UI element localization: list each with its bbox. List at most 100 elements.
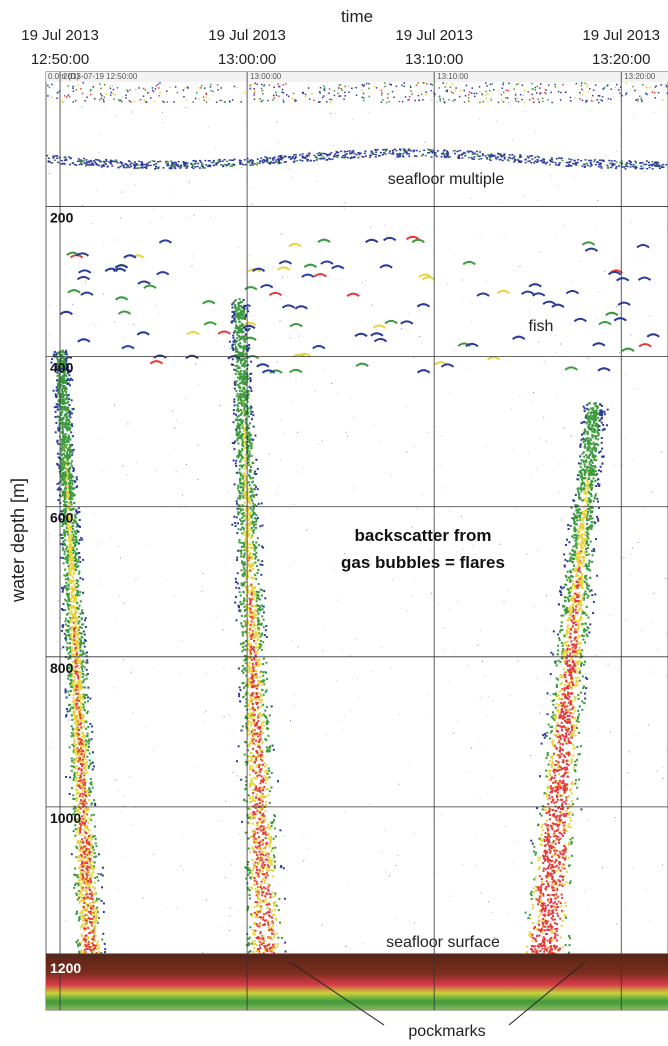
flare-speck xyxy=(256,604,259,607)
flare-speck xyxy=(75,734,78,737)
flare-speck xyxy=(73,712,76,715)
flare-speck xyxy=(62,396,65,399)
flare-speck xyxy=(64,620,67,623)
noise-speck xyxy=(120,217,122,219)
flare-speck xyxy=(262,825,265,828)
flare-speck xyxy=(254,512,256,515)
flare-speck xyxy=(57,499,60,502)
noise-speck xyxy=(462,864,464,866)
surface-noise-speck xyxy=(337,87,340,89)
flare-speck xyxy=(60,465,63,468)
noise-speck xyxy=(564,225,565,227)
noise-speck xyxy=(208,98,210,100)
noise-speck xyxy=(526,918,528,920)
flare-speck xyxy=(60,401,63,404)
flare-speck xyxy=(234,321,237,324)
surface-noise-speck xyxy=(380,89,382,92)
flare-speck xyxy=(81,911,84,914)
noise-speck xyxy=(238,247,240,248)
flare-speck xyxy=(79,626,82,628)
flare-speck xyxy=(241,516,244,519)
flare-speck xyxy=(82,810,85,813)
flare-speck xyxy=(89,897,92,900)
flare-speck xyxy=(249,782,252,785)
flare-speck xyxy=(60,469,63,472)
flare-speck xyxy=(275,932,278,935)
flare-speck xyxy=(93,867,95,870)
noise-speck xyxy=(149,221,151,223)
flare-speck xyxy=(65,519,68,521)
surface-noise-speck xyxy=(47,95,49,97)
noise-speck xyxy=(164,907,166,909)
flare-speck xyxy=(250,816,253,819)
flare-speck xyxy=(255,838,258,841)
surface-noise-speck xyxy=(151,89,154,92)
flare-speck xyxy=(243,406,246,409)
flare-speck xyxy=(80,632,83,635)
flare-speck xyxy=(74,807,77,810)
noise-speck xyxy=(628,764,630,766)
noise-speck xyxy=(215,341,217,343)
flare-speck xyxy=(67,518,70,521)
noise-speck xyxy=(619,352,621,353)
flare-speck xyxy=(70,735,73,738)
flare-speck xyxy=(80,820,83,823)
flare-speck xyxy=(243,543,246,546)
flare-speck xyxy=(71,682,74,685)
flare-speck xyxy=(87,822,90,824)
surface-noise-speck xyxy=(68,95,71,98)
noise-speck xyxy=(470,197,472,199)
noise-speck xyxy=(425,716,427,718)
flare-speck xyxy=(267,919,270,922)
surface-noise-speck xyxy=(585,101,587,103)
flare-speck xyxy=(62,437,65,440)
flare-speck xyxy=(71,813,74,816)
surface-noise-speck xyxy=(159,92,161,94)
flare-speck xyxy=(79,776,82,779)
flare-speck xyxy=(252,529,254,532)
flare-speck xyxy=(61,426,64,429)
flare-speck xyxy=(90,781,93,784)
flare-speck xyxy=(268,790,271,793)
noise-speck xyxy=(512,449,514,451)
flare-speck xyxy=(260,889,263,892)
flare-speck xyxy=(234,577,237,580)
noise-speck xyxy=(595,655,597,656)
surface-noise-speck xyxy=(344,85,346,88)
noise-speck xyxy=(180,865,182,867)
flare-speck xyxy=(241,390,244,393)
surface-noise-speck xyxy=(215,101,218,103)
flare-speck xyxy=(79,717,82,720)
noise-speck xyxy=(237,910,239,912)
noise-speck xyxy=(92,323,94,324)
flare-speck xyxy=(60,542,63,545)
flare-speck xyxy=(74,672,77,675)
noise-speck xyxy=(132,712,134,713)
flare-speck xyxy=(85,867,88,870)
noise-speck xyxy=(122,465,124,467)
flare-speck xyxy=(68,476,71,479)
flare-speck xyxy=(60,417,63,420)
flare-speck xyxy=(77,737,80,740)
flare-speck xyxy=(262,886,265,889)
flare-speck xyxy=(86,896,89,899)
flare-speck xyxy=(83,895,86,898)
flare-speck xyxy=(82,650,85,653)
flare-speck xyxy=(74,647,77,650)
flare-speck xyxy=(232,311,235,314)
flare-speck xyxy=(72,570,75,573)
flare-speck xyxy=(251,739,254,742)
flare-speck xyxy=(81,719,83,722)
flare-speck xyxy=(81,769,84,772)
flare-speck xyxy=(74,519,77,522)
flare-speck xyxy=(247,743,250,746)
surface-noise-speck xyxy=(490,99,492,101)
surface-noise-speck xyxy=(665,86,668,88)
noise-speck xyxy=(416,508,418,509)
surface-noise-speck xyxy=(579,98,581,100)
flare-speck xyxy=(67,554,70,557)
flare-speck xyxy=(253,839,256,842)
surface-noise-speck xyxy=(646,86,648,89)
flare-speck xyxy=(65,478,68,481)
flare-speck xyxy=(86,859,89,862)
